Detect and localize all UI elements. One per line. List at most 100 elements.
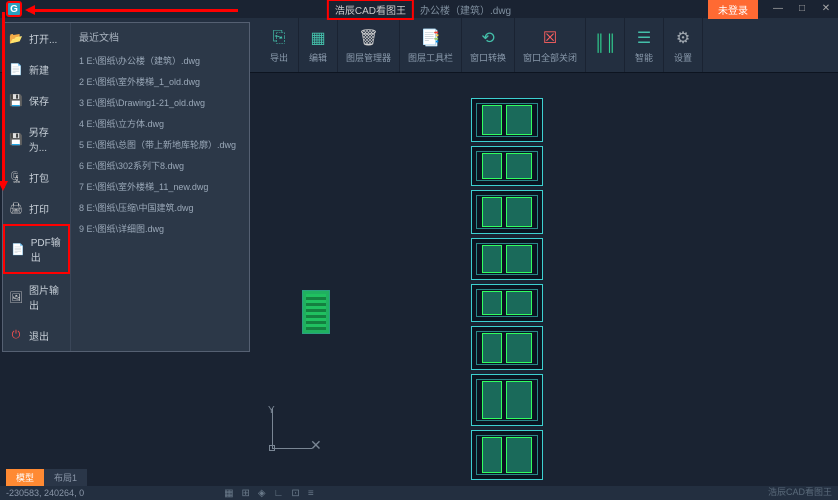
menu-icon: 💾 bbox=[9, 132, 23, 146]
drawing-thumbnail[interactable] bbox=[471, 374, 543, 426]
login-button[interactable]: 未登录 bbox=[708, 0, 758, 19]
menu-icon: 💾 bbox=[9, 94, 23, 108]
ribbon-icon: ⚙ bbox=[672, 27, 694, 49]
ribbon-item[interactable]: ⚙ 设置 bbox=[664, 18, 703, 72]
ribbon-label: 图层管理器 bbox=[346, 51, 391, 64]
ribbon-item[interactable]: ⎘ 导出 bbox=[260, 18, 299, 72]
menu-label: 另存为... bbox=[29, 124, 64, 154]
drawing-thumbnail[interactable] bbox=[471, 284, 543, 322]
drawing-thumbnail[interactable] bbox=[471, 146, 543, 186]
ribbon-icon: ☒ bbox=[539, 27, 561, 49]
menu-icon: 📄 bbox=[11, 242, 25, 256]
menu-item[interactable]: ⏻ 退出 bbox=[3, 320, 70, 351]
minimize-button[interactable]: — bbox=[766, 0, 790, 18]
ribbon-item[interactable]: 📑 图层工具栏 bbox=[400, 18, 462, 72]
tab-layout1[interactable]: 布局1 bbox=[44, 469, 87, 486]
menu-icon: 📄 bbox=[9, 63, 23, 77]
ribbon-item[interactable]: ║║ bbox=[586, 18, 625, 72]
menu-icon: ⏻ bbox=[9, 329, 23, 343]
viewport[interactable]: Y ✕ bbox=[256, 92, 836, 476]
drawing-thumbnail[interactable] bbox=[471, 326, 543, 370]
menu-item[interactable]: 📂 打开... bbox=[3, 23, 70, 54]
annotation-arrow-vertical bbox=[2, 12, 5, 188]
menu-item[interactable]: 🖼 图片输出 bbox=[3, 274, 70, 320]
ribbon-item[interactable]: ☰智能 bbox=[625, 18, 664, 72]
annotation-arrow-horizontal bbox=[28, 9, 238, 12]
maximize-button[interactable]: □ bbox=[790, 0, 814, 18]
app-name: 浩辰CAD看图王 bbox=[327, 0, 414, 20]
menu-icon: 🖼 bbox=[9, 290, 23, 304]
tab-model[interactable]: 模型 bbox=[6, 469, 44, 486]
ribbon-icon: ▦ bbox=[307, 27, 329, 49]
recent-file-item[interactable]: 5 E:\图纸\总图（带上新地库轮廓）.dwg bbox=[79, 134, 241, 155]
window-controls: 未登录 — □ ✕ bbox=[708, 0, 838, 19]
ribbon-label: 导出 bbox=[270, 51, 288, 64]
ribbon-item[interactable]: 🗑 图层管理器 bbox=[338, 18, 400, 72]
status-coords: -230583, 240264, 0 bbox=[6, 488, 84, 498]
ribbon-icon: 📑 bbox=[420, 27, 442, 49]
menu-item[interactable]: 🗜 打包 bbox=[3, 162, 70, 193]
menu-icon: 🗜 bbox=[9, 171, 23, 185]
menu-item[interactable]: 🖨 打印 bbox=[3, 193, 70, 224]
ribbon-icon: ⎘ bbox=[268, 27, 290, 49]
title-center: 浩辰CAD看图王 办公楼（建筑）.dwg bbox=[327, 0, 511, 20]
watermark: 浩辰CAD看图王 bbox=[768, 485, 832, 498]
menu-icon: 📂 bbox=[9, 32, 23, 46]
ribbon-item[interactable]: ▦ 编辑 bbox=[299, 18, 338, 72]
drawing-thumbnail[interactable] bbox=[471, 430, 543, 480]
ribbon-item[interactable]: ☒ 窗口全部关闭 bbox=[515, 18, 586, 72]
menu-label: 打印 bbox=[29, 201, 49, 216]
drawing-thumbnail[interactable] bbox=[471, 190, 543, 234]
app-menu-left: 📂 打开... 📄 新建 💾 保存 💾 另存为... 🗜 打包 🖨 打印 📄PDF输出 🖼 图片输出 ⏻ 退出 bbox=[3, 23, 71, 351]
ribbon-icon: ║║ bbox=[594, 33, 616, 55]
ucs-icon bbox=[262, 408, 312, 458]
app-menu-panel: 📂打开...📄新建💾保存💾另存为...🗜打包🖨打印📄PDF输出🖼图片输出⏻退出 … bbox=[2, 22, 250, 352]
status-icon[interactable]: ≡ bbox=[308, 488, 314, 499]
recent-file-item[interactable]: 6 E:\图纸\302系列下8.dwg bbox=[79, 155, 241, 176]
recent-file-item[interactable]: 8 E:\图纸\压缩\中国建筑.dwg bbox=[79, 197, 241, 218]
menu-item[interactable]: 💾 保存 bbox=[3, 85, 70, 116]
layout-tabs: 模型 布局1 bbox=[6, 469, 87, 486]
recent-file-item[interactable]: 4 E:\图纸\立方体.dwg bbox=[79, 113, 241, 134]
ribbon-label: 图层工具栏 bbox=[408, 51, 453, 64]
recent-file-item[interactable]: 9 E:\图纸\详细图.dwg bbox=[79, 218, 241, 239]
recent-file-item[interactable]: 3 E:\图纸\Drawing1-21_old.dwg bbox=[79, 92, 241, 113]
ribbon-label: 窗口转换 bbox=[470, 51, 506, 64]
ribbon-label: 编辑 bbox=[309, 51, 327, 64]
ribbon-label: 设置 bbox=[674, 51, 692, 64]
menu-label: 保存 bbox=[29, 93, 49, 108]
recent-title: 最近文档 bbox=[79, 29, 241, 44]
statusbar: -230583, 240264, 0 ▦ ⊞ ◈ ∟ ⊡ ≡ bbox=[0, 486, 838, 500]
ribbon-label: 窗口全部关闭 bbox=[523, 51, 577, 64]
recent-files-panel: 最近文档 1 E:\图纸\办公楼（建筑）.dwg2 E:\图纸\室外楼梯_1_o… bbox=[71, 23, 249, 351]
menu-item[interactable]: 📄 新建 bbox=[3, 54, 70, 85]
menu-icon: 🖨 bbox=[9, 202, 23, 216]
recent-file-item[interactable]: 1 E:\图纸\办公楼（建筑）.dwg bbox=[79, 50, 241, 71]
status-icon[interactable]: ∟ bbox=[274, 488, 284, 499]
drawing-thumbnails bbox=[471, 98, 543, 480]
menu-label: 退出 bbox=[29, 328, 49, 343]
close-button[interactable]: ✕ bbox=[814, 0, 838, 18]
ribbon-icon: 🗑 bbox=[358, 27, 380, 49]
status-icon[interactable]: ◈ bbox=[258, 488, 266, 499]
ribbon-icon: ⟲ bbox=[477, 27, 499, 49]
menu-label: 打开... bbox=[29, 31, 57, 46]
drawing-thumbnail[interactable] bbox=[471, 238, 543, 280]
status-icons: ▦ ⊞ ◈ ∟ ⊡ ≡ bbox=[224, 488, 314, 499]
status-icon[interactable]: ⊞ bbox=[242, 488, 250, 499]
recent-file-item[interactable]: 7 E:\图纸\室外楼梯_11_new.dwg bbox=[79, 176, 241, 197]
status-icon[interactable]: ▦ bbox=[224, 488, 233, 499]
menu-label: 图片输出 bbox=[29, 282, 64, 312]
status-icon[interactable]: ⊡ bbox=[291, 488, 299, 499]
doc-path: 办公楼（建筑）.dwg bbox=[420, 2, 511, 17]
recent-file-item[interactable]: 2 E:\图纸\室外楼梯_1_old.dwg bbox=[79, 71, 241, 92]
drawing-thumbnail[interactable] bbox=[471, 98, 543, 142]
ribbon-item[interactable]: ⟲ 窗口转换 bbox=[462, 18, 515, 72]
ribbon-icon: ☰ bbox=[633, 27, 655, 49]
menu-label: 打包 bbox=[29, 170, 49, 185]
menu-label: 新建 bbox=[29, 62, 49, 77]
menu-item[interactable]: 💾 另存为... bbox=[3, 116, 70, 162]
drawing-thumbnail-selected[interactable] bbox=[302, 290, 330, 334]
menu-item[interactable]: 📄PDF输出 bbox=[3, 224, 70, 274]
close-x-icon: ✕ bbox=[310, 437, 322, 454]
